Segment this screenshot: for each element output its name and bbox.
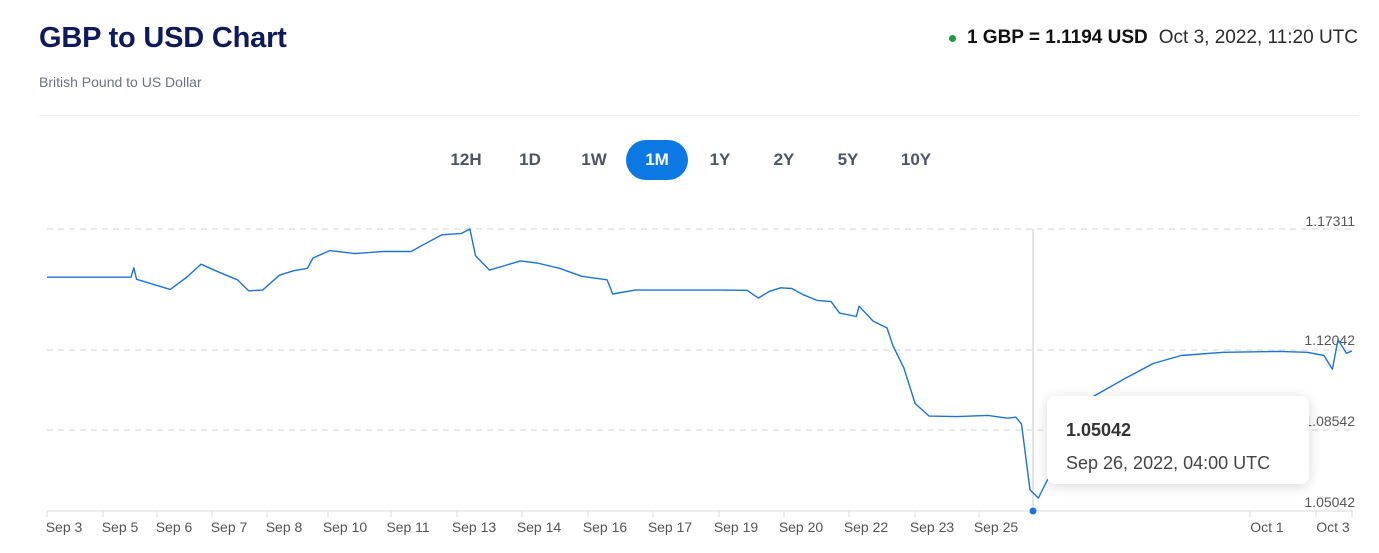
live-rate: 1 GBP = 1.1194 USD Oct 3, 2022, 11:20 UT…	[948, 27, 1358, 49]
live-status-icon	[948, 34, 956, 42]
range-tab-5y[interactable]: 5Y	[837, 150, 859, 169]
range-tab-1y[interactable]: 1Y	[709, 150, 731, 169]
x-tick-label: Sep 5	[102, 519, 139, 535]
range-selector: 12H 1D 1W 1M 1Y 2Y 5Y 10Y	[434, 140, 952, 180]
tooltip-value: 1.05042	[1066, 420, 1132, 440]
x-tick-label: Sep 7	[211, 519, 248, 535]
range-tab-10y[interactable]: 10Y	[900, 150, 932, 169]
x-tick-label: Sep 25	[974, 519, 1019, 535]
x-tick-label: Sep 20	[779, 519, 824, 535]
range-tab-12h[interactable]: 12H	[450, 150, 482, 169]
x-tick-label: Oct 1	[1250, 519, 1284, 535]
x-tick-label: Sep 10	[323, 519, 368, 535]
page-subtitle: British Pound to US Dollar	[39, 74, 202, 90]
x-tick-label: Sep 11	[386, 519, 430, 535]
page-title: GBP to USD Chart	[39, 22, 287, 54]
live-rate-value: 1 GBP = 1.1194 USD	[966, 27, 1148, 48]
x-tick-label: Sep 23	[910, 519, 955, 535]
x-tick-label: Oct 3	[1316, 519, 1350, 535]
x-tick-label: Sep 17	[648, 519, 693, 535]
x-tick-label: Sep 22	[844, 519, 889, 535]
hover-point	[1028, 506, 1038, 516]
header-divider	[39, 115, 1359, 116]
live-rate-timestamp: Oct 3, 2022, 11:20 UTC	[1158, 27, 1358, 48]
y-tick-label: 1.08542	[1304, 413, 1355, 429]
y-tick-label: 1.17311	[1305, 213, 1355, 229]
x-tick-label: Sep 6	[156, 519, 193, 535]
y-tick-label: 1.05042	[1304, 494, 1355, 510]
x-tick-label: Sep 13	[452, 519, 497, 535]
x-tick-label: Sep 8	[266, 519, 303, 535]
x-tick-label: Sep 16	[583, 519, 628, 535]
x-tick-label: Sep 3	[46, 519, 83, 535]
range-tab-2y[interactable]: 2Y	[773, 150, 795, 169]
chart-tooltip: 1.05042 Sep 26, 2022, 04:00 UTC	[1047, 396, 1309, 484]
y-tick-label: 1.12042	[1304, 332, 1355, 348]
x-tick-label: Sep 19	[714, 519, 759, 535]
tooltip-date: Sep 26, 2022, 04:00 UTC	[1066, 453, 1271, 473]
x-tick-label: Sep 14	[517, 519, 562, 535]
range-tab-1d[interactable]: 1D	[519, 150, 541, 169]
range-tab-1m[interactable]: 1M	[626, 140, 688, 180]
range-tab-1w[interactable]: 1W	[581, 150, 607, 169]
